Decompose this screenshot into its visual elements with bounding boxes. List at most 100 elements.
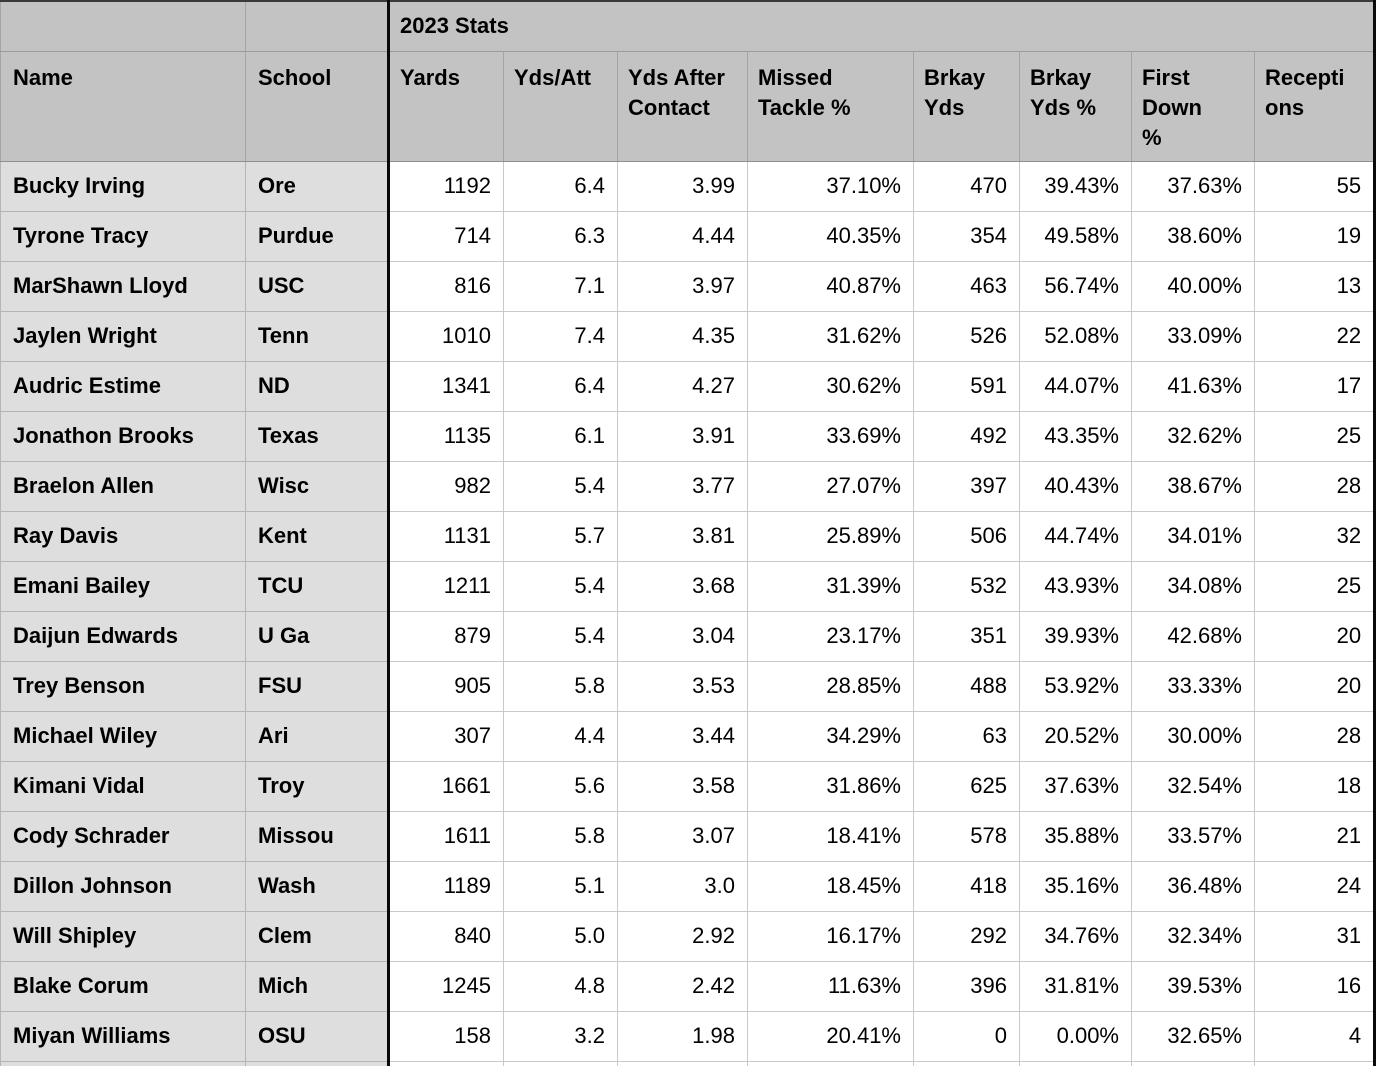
stat-cell[interactable]: 488 (913, 660, 1020, 712)
stat-cell[interactable]: 292 (913, 910, 1020, 962)
stat-cell[interactable]: 39.43% (1019, 160, 1132, 212)
stat-cell[interactable]: 1135 (387, 410, 504, 462)
stat-cell[interactable] (913, 1060, 1020, 1066)
stat-cell[interactable]: 37.63% (1019, 760, 1132, 812)
school-cell[interactable]: FSU (245, 660, 389, 712)
player-name-cell[interactable]: MarShawn Lloyd (0, 260, 246, 312)
school-cell[interactable]: Ari (245, 710, 389, 762)
stat-cell[interactable]: 31.81% (1019, 960, 1132, 1012)
stat-cell[interactable]: 34.76% (1019, 910, 1132, 962)
stat-cell[interactable] (617, 1060, 748, 1066)
stat-cell[interactable]: 63 (913, 710, 1020, 762)
stat-cell[interactable]: 3.44 (617, 710, 748, 762)
stat-cell[interactable]: 1192 (387, 160, 504, 212)
group-header-2023-stats[interactable]: 2023 Stats (386, 0, 1377, 52)
stat-cell[interactable]: 44.74% (1019, 510, 1132, 562)
stat-cell[interactable]: 32.65% (1131, 1010, 1255, 1062)
player-name-cell[interactable]: Trey Benson (0, 660, 246, 712)
stat-cell[interactable]: 3.97 (617, 260, 748, 312)
stat-cell[interactable]: 34.29% (747, 710, 914, 762)
stat-cell[interactable]: 18.45% (747, 860, 914, 912)
stat-cell[interactable]: 3.68 (617, 560, 748, 612)
stat-cell[interactable]: 354 (913, 210, 1020, 262)
school-cell[interactable]: ND (245, 360, 389, 412)
stat-cell[interactable]: 3.58 (617, 760, 748, 812)
stat-cell[interactable]: 20.52% (1019, 710, 1132, 762)
stat-cell[interactable]: 33.57% (1131, 810, 1255, 862)
school-cell[interactable]: Missou (245, 810, 389, 862)
stat-cell[interactable]: 1661 (387, 760, 504, 812)
stat-cell[interactable]: 17 (1253, 360, 1377, 412)
stat-cell[interactable]: 31 (1253, 910, 1377, 962)
stat-cell[interactable]: 0 (913, 1010, 1020, 1062)
stat-cell[interactable]: 11.63% (747, 960, 914, 1012)
school-cell[interactable]: Clem (245, 910, 389, 962)
stat-cell[interactable]: 55 (1253, 160, 1377, 212)
stat-cell[interactable] (1131, 1060, 1255, 1066)
stat-cell[interactable]: 4 (1253, 1010, 1377, 1062)
school-cell[interactable]: U Ga (245, 610, 389, 662)
stat-cell[interactable]: 3.04 (617, 610, 748, 662)
stat-cell[interactable]: 4.35 (617, 310, 748, 362)
col-header-brkay-yds-pct[interactable]: Brkay Yds % (1019, 50, 1132, 162)
col-header-name[interactable]: Name (0, 50, 246, 162)
col-header-yds-att[interactable]: Yds/Att (503, 50, 618, 162)
stat-cell[interactable]: 19 (1253, 210, 1377, 262)
stat-cell[interactable]: 0.00% (1019, 1010, 1132, 1062)
stat-cell[interactable]: 32.62% (1131, 410, 1255, 462)
stat-cell[interactable]: 40.43% (1019, 460, 1132, 512)
col-header-missed-tackle-pct[interactable]: Missed Tackle % (747, 50, 914, 162)
stat-cell[interactable]: 5.4 (503, 560, 618, 612)
player-name-cell[interactable]: Miyan Williams (0, 1010, 246, 1062)
stat-cell[interactable]: 591 (913, 360, 1020, 412)
stat-cell[interactable]: 4.8 (503, 960, 618, 1012)
stat-cell[interactable]: 1611 (387, 810, 504, 862)
stat-cell[interactable]: 43.35% (1019, 410, 1132, 462)
player-name-cell[interactable]: Audric Estime (0, 360, 246, 412)
school-cell[interactable] (245, 1060, 389, 1066)
stat-cell[interactable]: 34.08% (1131, 560, 1255, 612)
stat-cell[interactable]: 24 (1253, 860, 1377, 912)
stat-cell[interactable]: 6.4 (503, 160, 618, 212)
stat-cell[interactable]: 1010 (387, 310, 504, 362)
stat-cell[interactable]: 28 (1253, 710, 1377, 762)
stat-cell[interactable]: 1131 (387, 510, 504, 562)
player-name-cell[interactable]: Blake Corum (0, 960, 246, 1012)
stat-cell[interactable] (387, 1060, 504, 1066)
stat-cell[interactable]: 32 (1253, 510, 1377, 562)
stat-cell[interactable]: 33.33% (1131, 660, 1255, 712)
stat-cell[interactable]: 714 (387, 210, 504, 262)
stat-cell[interactable]: 44.07% (1019, 360, 1132, 412)
stat-cell[interactable]: 16 (1253, 960, 1377, 1012)
stat-cell[interactable]: 5.7 (503, 510, 618, 562)
stat-cell[interactable]: 32.34% (1131, 910, 1255, 962)
stat-cell[interactable]: 37.10% (747, 160, 914, 212)
stat-cell[interactable]: 28 (1253, 460, 1377, 512)
empty-header-cell[interactable] (0, 0, 246, 52)
stat-cell[interactable]: 20.41% (747, 1010, 914, 1062)
player-name-cell[interactable]: Kimani Vidal (0, 760, 246, 812)
stat-cell[interactable]: 578 (913, 810, 1020, 862)
col-header-yards[interactable]: Yards (387, 50, 504, 162)
player-name-cell[interactable]: Ray Davis (0, 510, 246, 562)
stat-cell[interactable]: 3.91 (617, 410, 748, 462)
school-cell[interactable]: Troy (245, 760, 389, 812)
stat-cell[interactable]: 31.86% (747, 760, 914, 812)
stat-cell[interactable]: 37.63% (1131, 160, 1255, 212)
stat-cell[interactable]: 625 (913, 760, 1020, 812)
stat-cell[interactable]: 5.4 (503, 610, 618, 662)
stat-cell[interactable]: 879 (387, 610, 504, 662)
school-cell[interactable]: Wash (245, 860, 389, 912)
stat-cell[interactable]: 1211 (387, 560, 504, 612)
stat-cell[interactable]: 6.4 (503, 360, 618, 412)
stat-cell[interactable]: 20 (1253, 610, 1377, 662)
player-name-cell[interactable]: Dillon Johnson (0, 860, 246, 912)
stat-cell[interactable]: 30.00% (1131, 710, 1255, 762)
stat-cell[interactable]: 3.2 (503, 1010, 618, 1062)
stat-cell[interactable]: 41.63% (1131, 360, 1255, 412)
school-cell[interactable]: Texas (245, 410, 389, 462)
stat-cell[interactable]: 532 (913, 560, 1020, 612)
stat-cell[interactable]: 25 (1253, 410, 1377, 462)
school-cell[interactable]: Purdue (245, 210, 389, 262)
school-cell[interactable]: Ore (245, 160, 389, 212)
